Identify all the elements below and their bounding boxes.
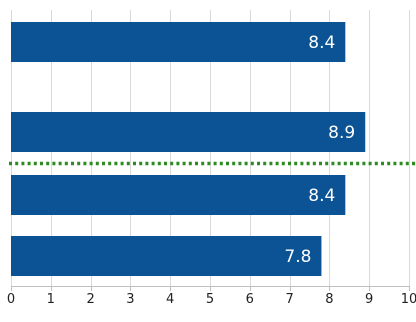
bar-3 bbox=[11, 175, 346, 215]
bar-1 bbox=[11, 22, 346, 62]
bar-value-label-4: 7.8 bbox=[284, 247, 311, 267]
x-tick-label-4: 4 bbox=[166, 292, 174, 307]
bar-2 bbox=[11, 112, 366, 152]
x-tick-label-1: 1 bbox=[47, 292, 55, 307]
bar-value-label-2: 8.9 bbox=[328, 123, 355, 143]
x-tick-label-10: 10 bbox=[401, 292, 416, 307]
bar-value-label-3: 8.4 bbox=[308, 186, 335, 206]
x-tick-label-2: 2 bbox=[86, 292, 94, 307]
x-tick-label-5: 5 bbox=[206, 292, 214, 307]
bar-value-label-1: 8.4 bbox=[308, 33, 335, 53]
x-tick-label-3: 3 bbox=[126, 292, 134, 307]
bars: 8.4 8.9 8.4 7.8 bbox=[11, 22, 366, 276]
x-tick-label-9: 9 bbox=[365, 292, 373, 307]
x-axis: 0 1 2 3 4 5 6 7 8 9 10 bbox=[7, 286, 416, 307]
x-tick-label-6: 6 bbox=[246, 292, 254, 307]
x-tick-label-8: 8 bbox=[325, 292, 333, 307]
bar-4 bbox=[11, 236, 322, 276]
x-tick-label-0: 0 bbox=[7, 292, 15, 307]
x-tick-label-7: 7 bbox=[285, 292, 293, 307]
